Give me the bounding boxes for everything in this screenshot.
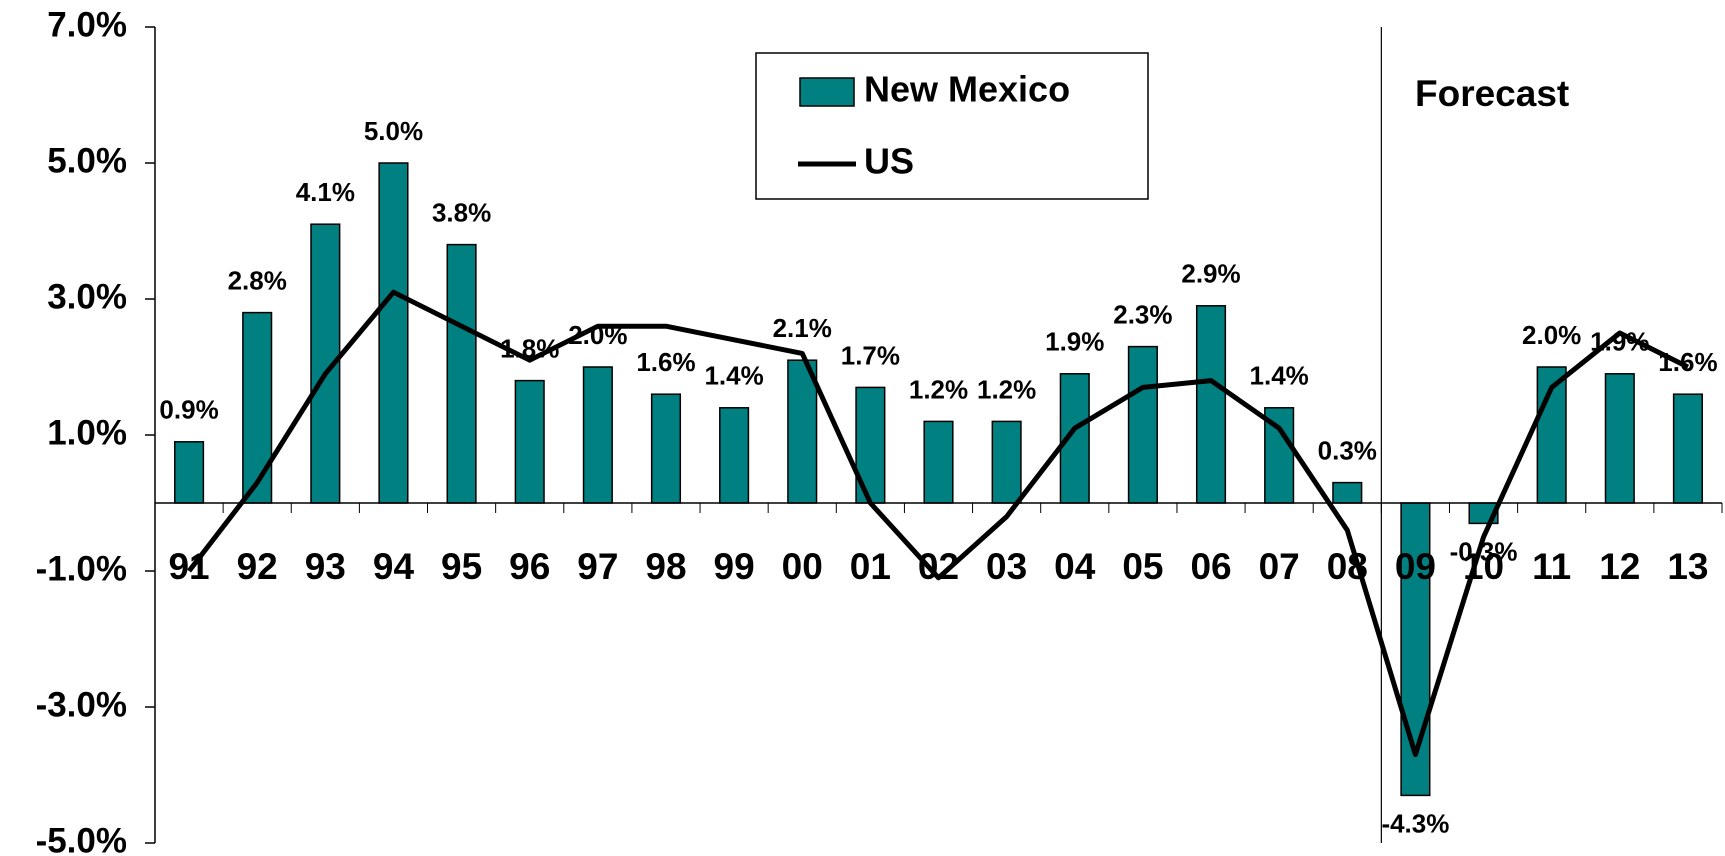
value-label: 3.8%	[432, 197, 491, 227]
x-tick-label: 07	[1259, 546, 1300, 587]
forecast-label: Forecast	[1415, 73, 1569, 114]
x-tick-label: 06	[1190, 546, 1231, 587]
x-tick-label: 93	[305, 546, 346, 587]
bar	[242, 311, 273, 504]
x-tick-label: 92	[237, 546, 278, 587]
value-label: 1.9%	[1045, 327, 1104, 357]
y-tick-label: 5.0%	[47, 141, 127, 180]
y-tick-label: 3.0%	[47, 277, 127, 316]
bar	[174, 441, 205, 504]
x-tick-label: 98	[645, 546, 686, 587]
value-label: 4.1%	[296, 177, 355, 207]
x-tick-label: 09	[1395, 546, 1436, 587]
bar	[787, 359, 818, 504]
x-tick-label: 04	[1054, 546, 1096, 587]
x-tick-label: 94	[373, 546, 415, 587]
bar	[446, 243, 477, 504]
x-tick-label: 11	[1532, 546, 1571, 587]
bar	[923, 420, 954, 504]
x-tick-label: 12	[1599, 546, 1640, 587]
value-label: 2.3%	[1113, 299, 1172, 329]
value-label: 1.2%	[909, 374, 968, 404]
x-tick-label: 96	[509, 546, 550, 587]
value-label: 1.2%	[977, 374, 1036, 404]
x-tick-label: 99	[714, 546, 755, 587]
line	[187, 289, 1690, 758]
value-label: 0.3%	[1318, 435, 1377, 465]
value-label: 5.0%	[364, 116, 423, 146]
bar	[1672, 393, 1703, 504]
bar	[1195, 305, 1227, 504]
y-tick-label: 1.0%	[47, 413, 127, 452]
value-label: 1.4%	[704, 361, 763, 391]
bar	[1332, 481, 1363, 504]
x-tick-label: 13	[1667, 546, 1708, 587]
legend-label: New Mexico	[864, 69, 1070, 110]
x-tick-label: 01	[850, 546, 891, 587]
bar	[582, 366, 613, 504]
legend-label: US	[864, 141, 914, 182]
x-tick-label: 97	[577, 546, 618, 587]
value-label: 1.6%	[636, 347, 695, 377]
bar	[514, 379, 545, 504]
bar	[378, 162, 409, 504]
value-label: 1.6%	[1658, 347, 1717, 377]
y-tick-label: -5.0%	[36, 821, 127, 856]
bar	[991, 420, 1022, 504]
value-label: 2.1%	[773, 313, 832, 343]
x-tick-label: 95	[441, 546, 482, 587]
value-label: 2.9%	[1181, 259, 1240, 289]
value-label: 1.7%	[841, 340, 900, 370]
value-label: 2.8%	[228, 265, 287, 295]
x-tick-label: 05	[1122, 546, 1163, 587]
bar	[1604, 373, 1635, 504]
legend-swatch	[799, 77, 855, 107]
value-label: 2.0%	[1522, 320, 1581, 350]
value-label: 0.9%	[159, 395, 218, 425]
y-tick-label: -1.0%	[36, 549, 127, 588]
y-tick-label: -3.0%	[36, 685, 127, 724]
value-label: 1.4%	[1250, 361, 1309, 391]
value-label: -4.3%	[1381, 808, 1449, 838]
bar	[1400, 502, 1431, 797]
y-tick-label: 7.0%	[47, 5, 127, 44]
bar	[1127, 345, 1158, 504]
x-tick-label: 03	[986, 546, 1027, 587]
x-tick-label: 00	[782, 546, 823, 587]
bar	[719, 407, 750, 504]
bar	[650, 393, 682, 504]
